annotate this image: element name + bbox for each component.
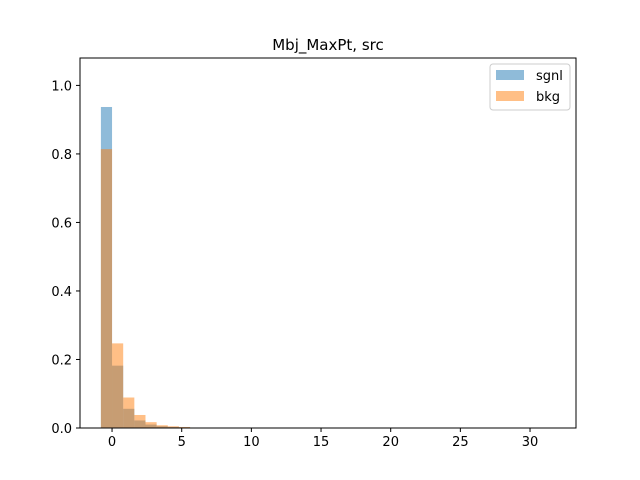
y-tick-label: 0.8 [51, 148, 72, 163]
x-tick-label: 30 [522, 435, 539, 450]
y-tick-label: 0.6 [51, 216, 72, 231]
y-tick-label: 0.4 [51, 285, 72, 300]
x-tick-label: 25 [452, 435, 469, 450]
bar-bkg-5 [156, 425, 168, 428]
y-tick-label: 0.0 [51, 422, 72, 437]
y-axis: 0.0 0.2 0.4 0.6 0.8 1.0 [51, 79, 80, 437]
bar-bkg-6 [167, 426, 179, 428]
bar-bkg-2 [123, 397, 135, 428]
x-axis: 0 5 10 15 20 25 30 [108, 428, 538, 450]
bars-layer [100, 106, 202, 429]
y-tick-label: 0.2 [51, 353, 72, 368]
legend-swatch-bkg [496, 91, 524, 101]
x-tick-label: 20 [382, 435, 399, 450]
x-tick-label: 0 [108, 435, 116, 450]
y-tick-label: 1.0 [51, 79, 72, 94]
x-tick-label: 5 [178, 435, 186, 450]
legend-label-sgnl: sgnl [536, 69, 563, 84]
legend-label-bkg: bkg [536, 90, 560, 105]
bar-bkg-4 [145, 422, 157, 428]
bar-bkg-0 [100, 149, 113, 428]
legend-swatch-sgnl [496, 70, 524, 80]
bar-bkg-1 [112, 343, 124, 428]
legend: sgnl bkg [489, 63, 571, 111]
x-tick-label: 15 [313, 435, 330, 450]
chart-title: Mbj_MaxPt, src [272, 36, 384, 55]
bar-bkg-3 [134, 414, 146, 428]
plot-frame [79, 57, 577, 429]
bar-bkg-7 [178, 426, 191, 428]
x-tick-label: 10 [243, 435, 260, 450]
